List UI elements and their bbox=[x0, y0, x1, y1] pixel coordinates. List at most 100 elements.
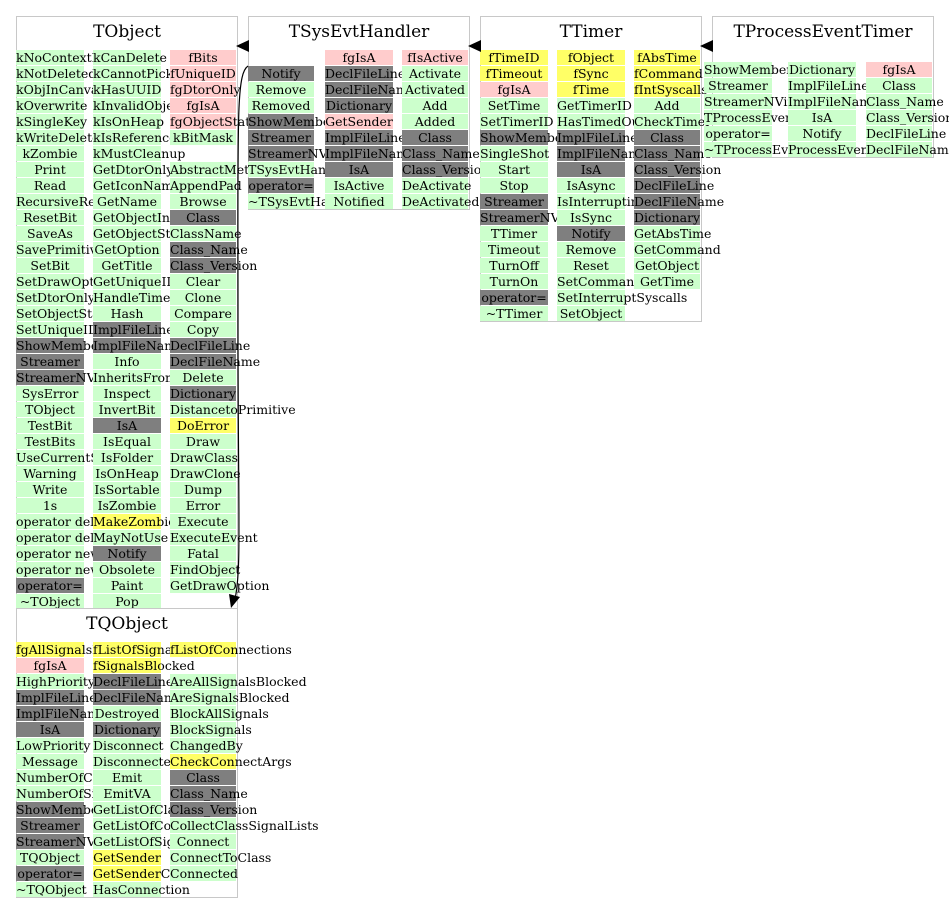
member-operator: operator= bbox=[480, 290, 548, 305]
member-testbit: TestBit bbox=[16, 418, 84, 433]
member-inspect: Inspect bbox=[93, 386, 161, 401]
member-kinvalidobject: kInvalidObject bbox=[93, 98, 186, 113]
member-fgisa: fgIsA bbox=[866, 62, 932, 77]
member-activated: Activated bbox=[402, 82, 468, 97]
member-dictionary: Dictionary bbox=[93, 722, 161, 737]
member-read: Read bbox=[16, 178, 84, 193]
member-ksinglekey: kSingleKey bbox=[16, 114, 88, 129]
member-operator-new: operator new[] bbox=[16, 562, 111, 577]
class-title: TQObject bbox=[86, 614, 168, 634]
member-disconnected: Disconnected bbox=[93, 754, 179, 769]
member-streamer: Streamer bbox=[480, 194, 548, 209]
member-class-name: Class_Name bbox=[170, 786, 248, 801]
member-getoption: GetOption bbox=[93, 242, 161, 257]
member-fgobjectstat: fgObjectStat bbox=[170, 114, 251, 129]
member-getsenderclassname: GetSenderClassName bbox=[93, 866, 232, 881]
member-collectclasssignallists: CollectClassSignalLists bbox=[170, 818, 319, 833]
member-notify: Notify bbox=[557, 226, 625, 241]
member-aresignalsblocked: AreSignalsBlocked bbox=[170, 690, 290, 705]
member-getsender: GetSender bbox=[93, 850, 161, 865]
member-checkconnectargs: CheckConnectArgs bbox=[170, 754, 292, 769]
member-makezombie: MakeZombie bbox=[93, 514, 176, 529]
member-showmembers: ShowMembers bbox=[480, 130, 575, 145]
member-singleshot: SingleShot bbox=[480, 146, 550, 161]
member-classname: ClassName bbox=[170, 226, 242, 241]
member-class-version: Class_Version bbox=[402, 162, 490, 177]
member-showmembers: ShowMembers bbox=[248, 114, 343, 129]
member-isonheap: IsOnHeap bbox=[93, 466, 161, 481]
member-delete: Delete bbox=[170, 370, 236, 385]
member-fbits: fBits bbox=[170, 50, 236, 65]
member-numberofsignals: NumberOfSignals bbox=[16, 786, 130, 801]
member-emit: Emit bbox=[93, 770, 161, 785]
member-setobjectstat: SetObjectStat bbox=[16, 306, 105, 321]
member-dictionary: Dictionary bbox=[170, 386, 237, 401]
member-getobject: GetObject bbox=[634, 258, 700, 273]
member-setobject: SetObject bbox=[557, 306, 625, 321]
member-notify: Notify bbox=[248, 66, 314, 81]
member-fgallsignalsblocked: fgAllSignalsBlocked bbox=[16, 642, 143, 657]
member-1s: 1s bbox=[16, 498, 84, 513]
member-kisonheap: kIsOnHeap bbox=[93, 114, 164, 129]
member-implfilename: ImplFileName bbox=[16, 706, 107, 721]
member-declfileline: DeclFileLine bbox=[93, 674, 174, 689]
member-getuniqueid: GetUniqueID bbox=[93, 274, 177, 289]
member-isfolder: IsFolder bbox=[93, 450, 161, 465]
class-box-tsysevthandler: TSysEvtHandler bbox=[248, 16, 470, 210]
member-class: Class bbox=[402, 130, 468, 145]
member-turnoff: TurnOff bbox=[480, 258, 548, 273]
member-emitva: EmitVA bbox=[93, 786, 161, 801]
member-setcommand: SetCommand bbox=[557, 274, 643, 289]
member-implfilename: ImplFileName bbox=[557, 146, 648, 161]
member-added: Added bbox=[402, 114, 468, 129]
member-implfilename: ImplFileName bbox=[93, 338, 184, 353]
member-hastimedout: HasTimedOut bbox=[557, 114, 645, 129]
member-class-version: Class_Version bbox=[634, 162, 722, 177]
member-paint: Paint bbox=[93, 578, 161, 593]
member-setdtoronly: SetDtorOnly bbox=[16, 290, 95, 305]
member-saveprimitive: SavePrimitive bbox=[16, 242, 105, 257]
member-processevents: ProcessEvents bbox=[788, 142, 881, 157]
member-setuniqueid: SetUniqueID bbox=[16, 322, 98, 337]
member-stop: Stop bbox=[480, 178, 548, 193]
member-tprocesseventtimer: TProcessEventTimer bbox=[704, 110, 836, 125]
member-execute: Execute bbox=[170, 514, 236, 529]
member-flistofsignals: fListOfSignals bbox=[93, 642, 183, 657]
member-copy: Copy bbox=[170, 322, 236, 337]
member-implfileline: ImplFileLine bbox=[788, 78, 869, 93]
member-settimerid: SetTimerID bbox=[480, 114, 554, 129]
member-iszombie: IsZombie bbox=[93, 498, 161, 513]
member-operator: operator= bbox=[16, 866, 84, 881]
member-fintsyscalls: fIntSyscalls bbox=[634, 82, 708, 97]
member-fisactive: fIsActive bbox=[402, 50, 468, 65]
member-kisreferenced: kIsReferenced bbox=[93, 130, 185, 145]
member-dictionary: Dictionary bbox=[788, 62, 856, 77]
class-title: TTimer bbox=[559, 22, 623, 42]
member-resetbit: ResetBit bbox=[16, 210, 84, 225]
member-deactivate: DeActivate bbox=[402, 178, 472, 193]
member-dictionary: Dictionary bbox=[325, 98, 393, 113]
member-draw: Draw bbox=[170, 434, 236, 449]
member-streamernvirtual: StreamerNVirtual bbox=[704, 94, 818, 109]
member-kbitmask: kBitMask bbox=[170, 130, 236, 145]
member-getobjectinfo: GetObjectInfo bbox=[93, 210, 183, 225]
member-usecurrentstyle: UseCurrentStyle bbox=[16, 450, 123, 465]
member-streamernvirtual: StreamerNVirtual bbox=[248, 146, 362, 161]
member-kzombie: kZombie bbox=[16, 146, 84, 161]
member-abstractmethod: AbstractMethod bbox=[170, 162, 273, 177]
member-kwritedelete: kWriteDelete bbox=[16, 130, 100, 145]
member-funiqueid: fUniqueID bbox=[170, 66, 236, 81]
member-removed: Removed bbox=[248, 98, 314, 113]
member-doerror: DoError bbox=[170, 418, 236, 433]
member-class-name: Class_Name bbox=[402, 146, 480, 161]
member-warning: Warning bbox=[16, 466, 84, 481]
member-findobject: FindObject bbox=[170, 562, 241, 577]
member-getlistofconnections: GetListOfConnections bbox=[93, 818, 233, 833]
member-executeevent: ExecuteEvent bbox=[170, 530, 258, 545]
member-info: Info bbox=[93, 354, 161, 369]
member-khasuuid: kHasUUID bbox=[93, 82, 162, 97]
member-implfileline: ImplFileLine bbox=[16, 690, 97, 705]
member-getcommand: GetCommand bbox=[634, 242, 721, 257]
member-ftime: fTime bbox=[557, 82, 625, 97]
member-isequal: IsEqual bbox=[93, 434, 161, 449]
